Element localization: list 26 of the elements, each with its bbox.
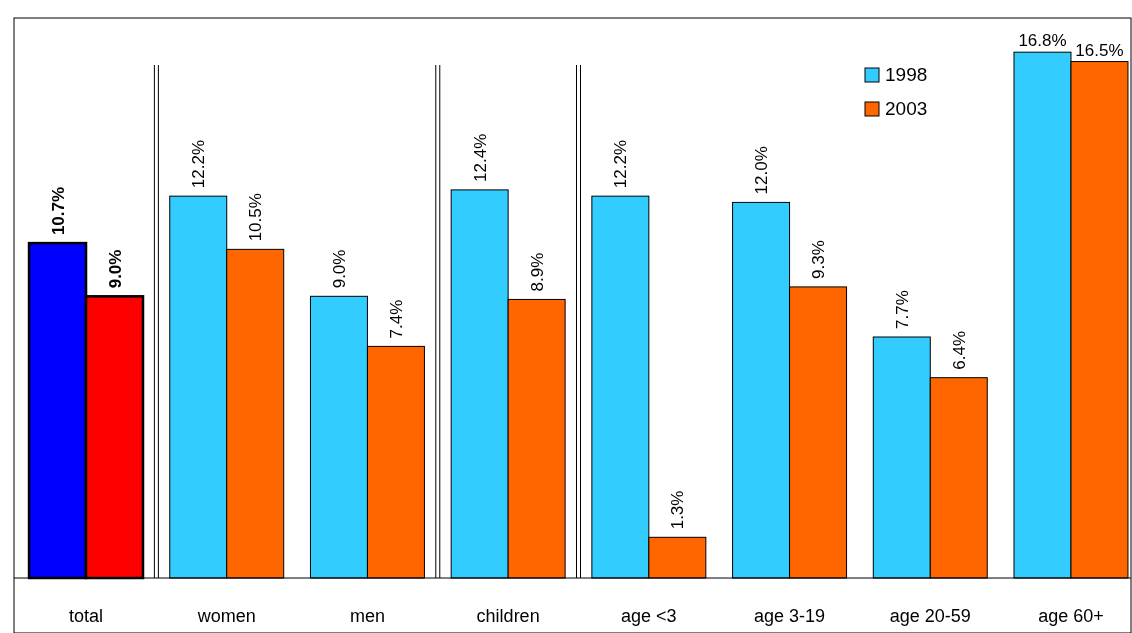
data-label: 8.9% <box>527 252 547 292</box>
x-tick-label: age <3 <box>621 606 677 626</box>
legend-label: 1998 <box>885 64 928 85</box>
data-label: 9.0% <box>329 249 349 289</box>
data-label: 16.8% <box>1018 31 1067 51</box>
data-label: 7.4% <box>386 299 406 339</box>
data-label: 6.4% <box>949 330 969 370</box>
data-label: 16.5% <box>1075 40 1124 60</box>
data-label: 1.3% <box>668 490 688 530</box>
x-tick-label: age 20-59 <box>889 606 971 626</box>
data-label: 12.2% <box>611 139 631 189</box>
data-label: 10.7% <box>48 186 68 236</box>
x-tick-label: men <box>349 606 385 626</box>
data-label: 7.7% <box>892 290 912 329</box>
x-tick-label: total <box>69 606 104 626</box>
data-label: 9.0% <box>105 249 125 289</box>
data-label: 12.0% <box>752 146 772 195</box>
x-tick-label: age 3-19 <box>754 606 826 626</box>
data-label: 12.4% <box>470 133 490 182</box>
data-label: 12.2% <box>189 139 209 189</box>
data-label: 10.5% <box>246 193 266 242</box>
data-label: 9.3% <box>809 240 829 279</box>
x-tick-label: women <box>196 606 256 626</box>
x-tick-label: children <box>476 606 540 626</box>
x-tick-label: age 60+ <box>1038 606 1104 626</box>
legend-label: 2003 <box>885 98 928 119</box>
